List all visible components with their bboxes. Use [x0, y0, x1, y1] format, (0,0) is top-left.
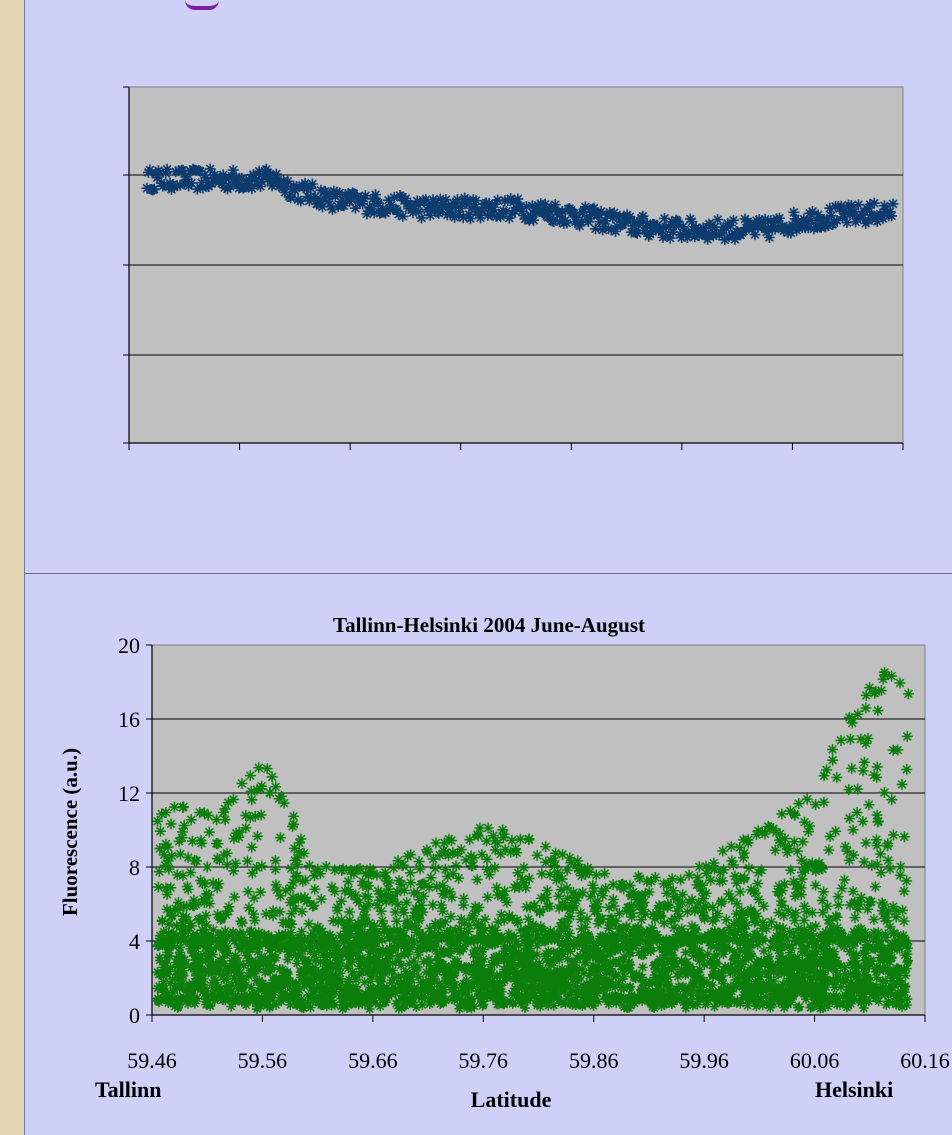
bottom-series-scatter-markers — [152, 666, 914, 947]
chart-divider — [25, 573, 952, 574]
y-axis-label: Fluorescence (a.u.) — [58, 748, 82, 916]
chart-title: Tallinn-Helsinki 2004 June-August — [333, 613, 645, 637]
bottom-series-dense-markers — [152, 925, 914, 1014]
x-tick-label: 60.06 — [790, 1048, 840, 1073]
x-end-label-right: Helsinki — [815, 1077, 893, 1102]
x-tick-label: 59.86 — [569, 1048, 619, 1073]
slide-background: Tallinn-Helsinki 2004 June-August 0 4 8 12 1… — [24, 0, 952, 1135]
y-tick-label: 20 — [118, 633, 140, 658]
top-series-markers — [141, 163, 899, 246]
bottom-scatter-chart: Tallinn-Helsinki 2004 June-August 0 4 8 12 1… — [58, 613, 950, 1112]
x-tick-label: 59.56 — [238, 1048, 288, 1073]
x-tick-label: 59.76 — [459, 1048, 509, 1073]
y-tick-label: 8 — [129, 855, 140, 880]
top-scatter-chart — [123, 86, 904, 450]
y-tick-label: 12 — [118, 781, 140, 806]
x-end-label-left: Tallinn — [95, 1077, 161, 1102]
x-tick-label: 60.16 — [900, 1048, 950, 1073]
x-tick-label: 59.96 — [679, 1048, 729, 1073]
x-axis-label: Latitude — [471, 1087, 552, 1112]
y-tick-label: 0 — [129, 1003, 140, 1028]
x-tick-label: 59.66 — [348, 1048, 398, 1073]
y-tick-label: 4 — [129, 929, 140, 954]
slide-title-fragment — [185, 0, 219, 10]
x-tick-label: 59.46 — [127, 1048, 177, 1073]
y-tick-label: 16 — [118, 707, 140, 732]
